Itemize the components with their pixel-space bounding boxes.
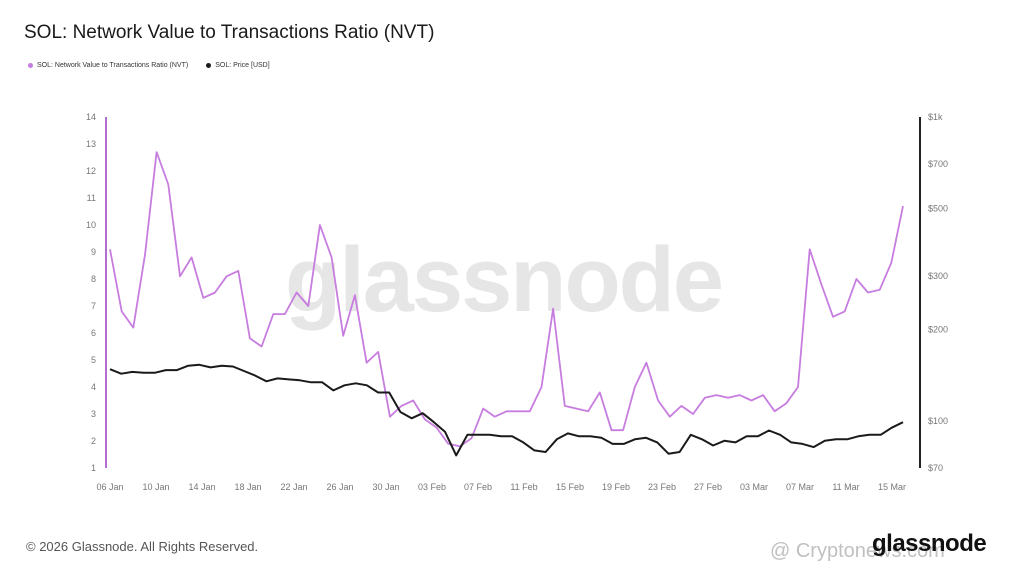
x-tick-label: 15 Feb (556, 482, 584, 492)
y-left-tick-label: 8 (91, 274, 96, 284)
y-left-tick-label: 3 (91, 409, 96, 419)
chart-legend: SOL: Network Value to Transactions Ratio… (28, 62, 270, 69)
y-axis-right: $70 $100 $200 $300 $500 $700 $1k (928, 112, 948, 473)
y-right-tick-label: $1k (928, 112, 943, 122)
y-right-tick-label: $200 (928, 324, 948, 334)
y-left-tick-label: 12 (86, 166, 96, 176)
y-left-tick-label: 1 (91, 463, 96, 473)
y-right-tick-label: $100 (928, 416, 948, 426)
y-right-tick-label: $70 (928, 463, 943, 473)
x-tick-label: 06 Jan (96, 482, 123, 492)
x-tick-label: 11 Feb (510, 482, 537, 492)
y-right-tick-label: $700 (928, 159, 948, 169)
x-tick-label: 07 Feb (464, 482, 492, 492)
chart-title: SOL: Network Value to Transactions Ratio… (24, 22, 435, 43)
y-left-tick-label: 9 (91, 247, 96, 257)
x-tick-label: 03 Feb (418, 482, 446, 492)
x-tick-label: 30 Jan (372, 482, 399, 492)
legend-dot-price-icon (206, 63, 212, 68)
y-left-tick-label: 2 (91, 436, 96, 446)
x-tick-label: 03 Mar (740, 482, 768, 492)
series-layer (109, 151, 904, 457)
legend-item-nvt[interactable]: SOL: Network Value to Transactions Ratio… (28, 62, 188, 69)
x-tick-label: 15 Mar (878, 482, 906, 492)
y-left-tick-label: 10 (86, 220, 96, 230)
x-tick-label: 10 Jan (142, 482, 169, 492)
y-left-tick-label: 6 (91, 328, 96, 338)
x-tick-label: 18 Jan (234, 482, 261, 492)
cryptonews-watermark: @ Cryptonews.com (770, 540, 945, 562)
x-axis: 06 Jan 10 Jan 14 Jan 18 Jan 22 Jan 26 Jan 30 J… (96, 482, 906, 492)
x-tick-label: 26 Jan (326, 482, 353, 492)
nvt-series-line[interactable] (109, 151, 904, 448)
y-left-tick-label: 11 (87, 193, 96, 203)
x-tick-label: 27 Feb (694, 482, 722, 492)
x-tick-label: 23 Feb (648, 482, 676, 492)
copyright-footer: © 2026 Glassnode. All Rights Reserved. (26, 539, 259, 554)
legend-label-nvt: SOL: Network Value to Transactions Ratio… (37, 62, 189, 69)
legend-dot-nvt-icon (28, 63, 33, 68)
x-tick-label: 07 Mar (786, 482, 814, 492)
y-left-tick-label: 14 (86, 112, 96, 122)
legend-item-price[interactable]: SOL: Price [USD] (206, 62, 270, 69)
y-right-tick-label: $300 (928, 271, 948, 281)
legend-label-price: SOL: Price [USD] (215, 62, 270, 69)
y-right-tick-label: $500 (928, 203, 948, 213)
x-tick-label: 11 Mar (832, 482, 859, 492)
x-tick-label: 14 Jan (188, 482, 215, 492)
price-series-line[interactable] (109, 363, 904, 457)
y-left-tick-label: 5 (91, 355, 96, 365)
y-left-tick-label: 7 (91, 301, 96, 311)
x-tick-label: 19 Feb (602, 482, 630, 492)
x-tick-label: 22 Jan (280, 482, 307, 492)
glassnode-logo: glassnode (872, 530, 987, 557)
y-left-tick-label: 4 (91, 382, 96, 392)
y-left-tick-label: 13 (86, 139, 96, 149)
